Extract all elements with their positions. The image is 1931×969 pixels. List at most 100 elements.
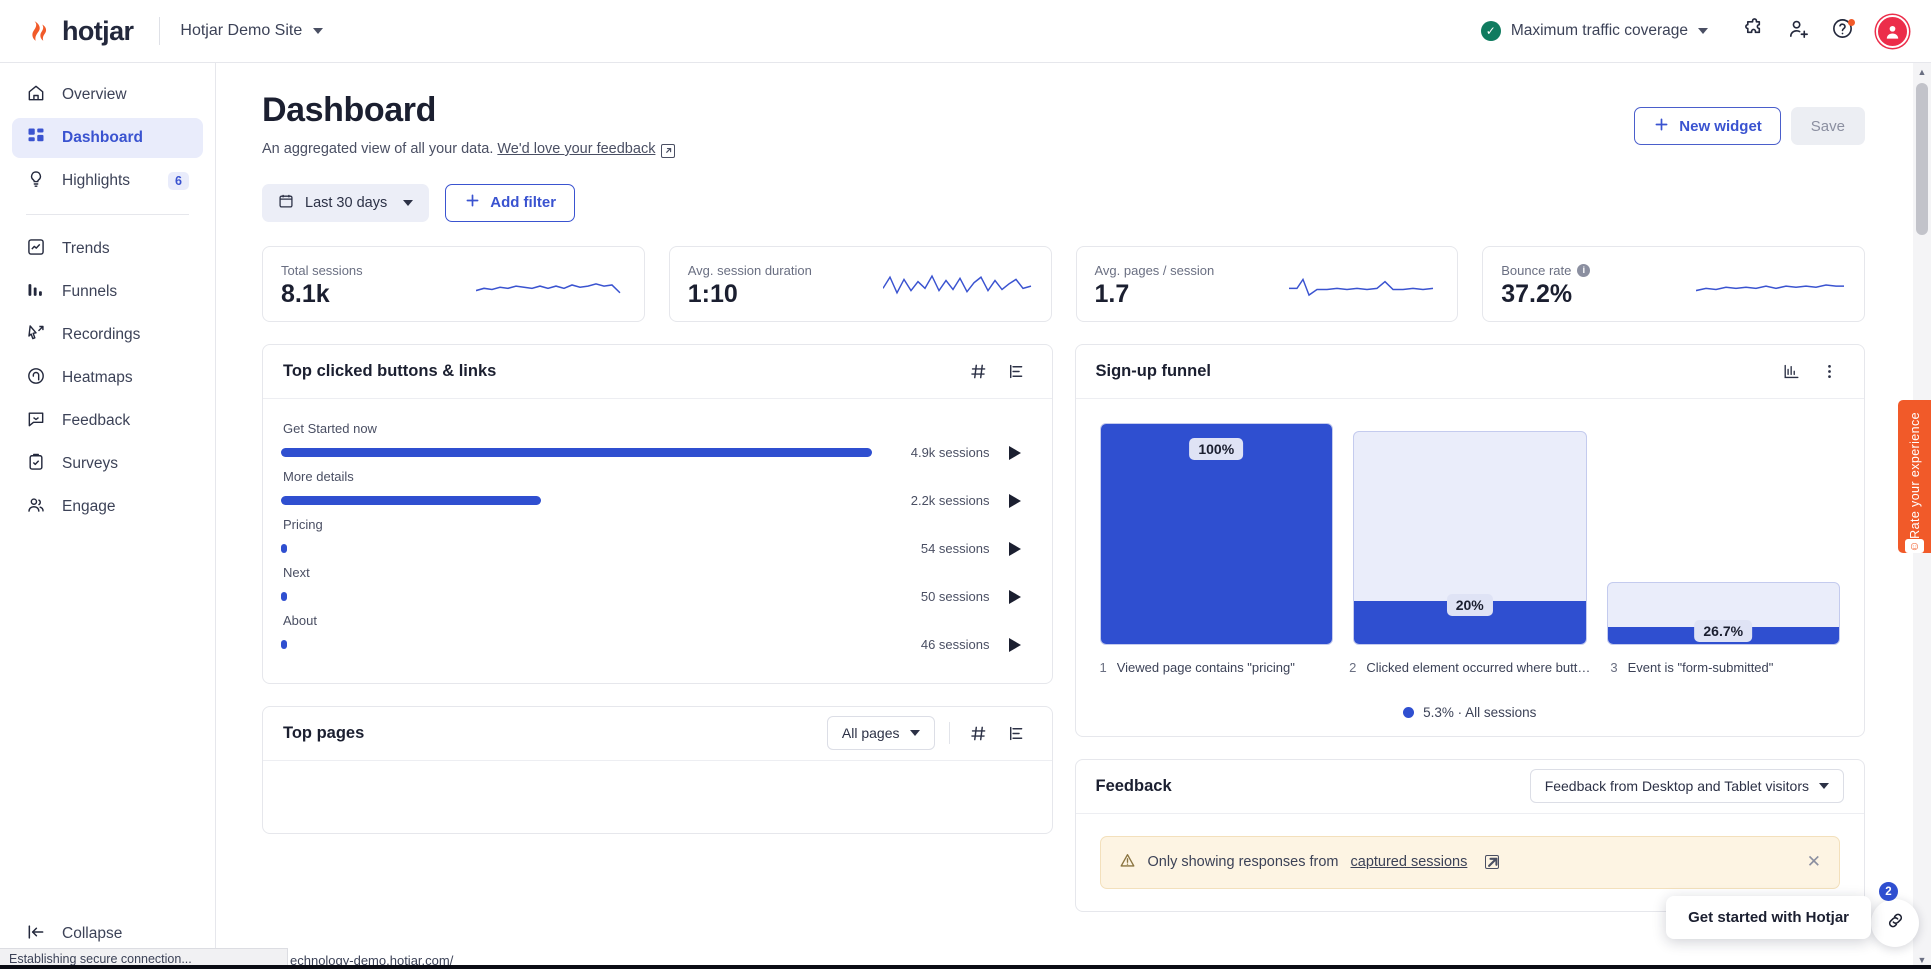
- funnel-bar-fill: [1100, 423, 1332, 644]
- list-view-icon[interactable]: [1002, 718, 1032, 748]
- date-range-selector[interactable]: Last 30 days: [262, 183, 430, 222]
- play-recordings-icon[interactable]: [1004, 493, 1026, 509]
- hash-icon[interactable]: [964, 718, 994, 748]
- click-item-count: 4.9k sessions: [910, 445, 990, 460]
- feedback-source-selector[interactable]: Feedback from Desktop and Tablet visitor…: [1529, 769, 1844, 803]
- add-filter-button[interactable]: Add filter: [445, 183, 576, 222]
- collapse-sidebar-button[interactable]: Collapse: [12, 915, 203, 953]
- site-selector[interactable]: Hotjar Demo Site: [180, 22, 324, 40]
- funnel-bar[interactable]: 20%: [1353, 431, 1587, 645]
- lightbulb-icon: [26, 169, 46, 194]
- get-started-button[interactable]: [1871, 899, 1919, 947]
- avatar[interactable]: [1876, 14, 1909, 48]
- bar-track: [281, 640, 872, 649]
- get-started-tooltip[interactable]: Get started with Hotjar: [1666, 896, 1871, 939]
- close-icon[interactable]: ✕: [1806, 852, 1821, 871]
- rate-your-experience-tab[interactable]: Rate your experience ☺: [1898, 400, 1931, 553]
- sidebar-item-label: Trends: [62, 240, 110, 257]
- funnel-bar-percent: 26.7%: [1694, 620, 1753, 643]
- add-user-icon: [1787, 17, 1810, 45]
- sidebar-item-surveys[interactable]: Surveys: [12, 444, 203, 484]
- plus-icon: [1653, 116, 1670, 137]
- widget-title: Top pages: [283, 723, 365, 742]
- funnel-step-text: Clicked element occurred where butt…: [1366, 659, 1591, 675]
- widget-title: Top clicked buttons & links: [283, 361, 497, 380]
- play-recordings-icon[interactable]: [1004, 637, 1026, 653]
- sidebar-item-feedback[interactable]: Feedback: [12, 401, 203, 441]
- help-notification-dot: [1848, 19, 1855, 26]
- page-header-actions: New widget Save: [1634, 91, 1865, 145]
- funnel-step-text: Event is "form-submitted": [1627, 659, 1774, 675]
- sparkline-chart: [475, 266, 626, 304]
- funnel-step: 1 Viewed page contains "pricing": [1100, 660, 1330, 675]
- status-badge: 6: [168, 172, 189, 190]
- list-item: About 46 sessions: [281, 613, 1026, 653]
- click-item-row: 54 sessions: [281, 541, 1026, 557]
- new-widget-button[interactable]: New widget: [1634, 107, 1781, 145]
- get-started-tooltip-label: Get started with Hotjar: [1688, 909, 1849, 926]
- traffic-coverage-selector[interactable]: ✓ Maximum traffic coverage: [1480, 21, 1708, 41]
- kpi-text: Avg. pages / session 1.7: [1095, 263, 1215, 307]
- date-range-label: Last 30 days: [305, 194, 388, 211]
- status-text: Establishing secure connection...: [9, 952, 192, 966]
- warning-triangle-icon: [1119, 852, 1136, 873]
- play-recordings-icon[interactable]: [1004, 589, 1026, 605]
- kpi-card-total-sessions: Total sessions 8.1k: [262, 245, 645, 322]
- sidebar-divider: [26, 214, 189, 215]
- sidebar-item-dashboard[interactable]: Dashboard: [12, 118, 203, 158]
- click-item-count: 46 sessions: [920, 637, 990, 652]
- all-pages-selector[interactable]: All pages: [826, 716, 935, 750]
- sidebar-item-heatmaps[interactable]: Heatmaps: [12, 358, 203, 398]
- list-item: Get Started now 4.9k sessions: [281, 421, 1026, 461]
- hash-icon[interactable]: [964, 356, 994, 386]
- click-item-row: 2.2k sessions: [281, 493, 1026, 509]
- play-recordings-icon[interactable]: [1004, 445, 1026, 461]
- sidebar-item-overview[interactable]: Overview: [12, 75, 203, 115]
- widget-tools: [1776, 356, 1844, 386]
- sidebar-item-label: Feedback: [62, 412, 131, 429]
- sidebar-item-trends[interactable]: Trends: [12, 229, 203, 269]
- sidebar-item-label: Dashboard: [62, 129, 143, 146]
- heatmap-target-icon: [26, 366, 46, 391]
- integrations-button[interactable]: [1732, 9, 1776, 53]
- sidebar-item-highlights[interactable]: Highlights 6: [12, 161, 203, 201]
- funnel-bar[interactable]: 100%: [1099, 422, 1333, 645]
- funnel-bar-percent: 20%: [1446, 594, 1493, 617]
- top-pages-body: [263, 761, 1052, 833]
- play-recordings-icon[interactable]: [1004, 541, 1026, 557]
- save-button[interactable]: Save: [1790, 107, 1865, 145]
- bar-chart-icon[interactable]: [1776, 356, 1806, 386]
- rate-tab-label: Rate your experience: [1907, 412, 1922, 539]
- browser-status-bar: Establishing secure connection...: [0, 948, 288, 969]
- feedback-body: Only showing responses from captured ses…: [1076, 814, 1865, 911]
- external-link-icon: [1485, 855, 1500, 869]
- invite-user-button[interactable]: [1776, 9, 1820, 53]
- sidebar-item-recordings[interactable]: Recordings: [12, 315, 203, 355]
- sidebar-item-engage[interactable]: Engage: [12, 487, 203, 527]
- help-button[interactable]: [1820, 9, 1864, 53]
- funnel-bar[interactable]: 26.7%: [1606, 582, 1840, 645]
- scrollbar-thumb[interactable]: [1916, 83, 1928, 235]
- list-view-icon[interactable]: [1002, 356, 1032, 386]
- captured-sessions-link[interactable]: captured sessions: [1350, 854, 1468, 870]
- sidebar-item-label: Surveys: [62, 455, 118, 472]
- speech-bubble-icon: [26, 409, 46, 434]
- puzzle-icon: [1743, 17, 1766, 45]
- feedback-link[interactable]: We'd love your feedback: [497, 141, 656, 157]
- sidebar-item-funnels[interactable]: Funnels: [12, 272, 203, 312]
- funnel-step: 2 Clicked element occurred where butt…: [1349, 660, 1590, 675]
- more-vertical-icon[interactable]: [1814, 356, 1844, 386]
- scroll-up-arrow-icon[interactable]: ▲: [1917, 67, 1927, 77]
- legend-color-dot: [1403, 706, 1415, 718]
- funnel-step-number: 3: [1610, 659, 1618, 675]
- kpi-value: 37.2%: [1501, 279, 1573, 308]
- scroll-down-arrow-icon[interactable]: ▼: [1917, 955, 1927, 965]
- vertical-scrollbar[interactable]: ▲ ▼: [1913, 63, 1931, 969]
- widget-title: Feedback: [1095, 776, 1172, 795]
- widget-header: Sign-up funnel: [1075, 345, 1864, 399]
- kpi-label: Avg. session duration: [688, 263, 812, 278]
- kpi-value: 1:10: [687, 279, 738, 308]
- info-icon[interactable]: i: [1577, 263, 1591, 277]
- clipboard-check-icon: [26, 452, 46, 477]
- hotjar-logo[interactable]: hotjar: [27, 16, 134, 47]
